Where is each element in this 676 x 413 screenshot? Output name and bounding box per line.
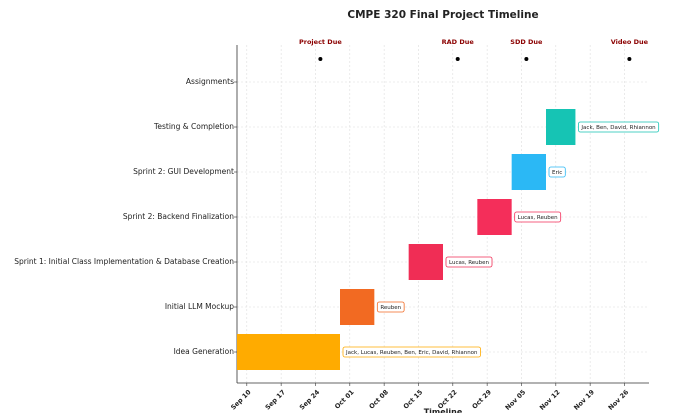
x-tick-label: Nov 26 [607,388,631,412]
task-label: Jack, Lucas, Reuben, Ben, Eric, David, R… [345,350,478,356]
milestone-label: Project Due [299,38,342,46]
y-tick-label: Testing & Completion [153,122,234,131]
x-tick-label: Sep 10 [229,388,253,412]
x-tick-label: Sep 24 [298,388,322,412]
x-tick-label: Nov 05 [504,388,528,412]
task-label: Lucas, Reuben [518,215,559,221]
y-tick-label: Idea Generation [174,347,235,356]
task-label-frame [514,211,562,223]
task-label-box: Eric [548,166,566,178]
y-tick-label: Sprint 2: GUI Development [133,167,234,176]
task-label-box: Reuben [376,301,405,313]
milestone [627,57,632,61]
task-label: Reuben [380,305,401,311]
task-label-box: Lucas, Reuben [445,256,493,268]
x-axis-label: Timeline [424,408,463,413]
x-tick-label: Oct 15 [402,388,425,411]
task-label-frame [548,166,566,178]
y-tick-label: Assignments [186,77,234,86]
milestone-label: SDD Due [510,38,543,46]
milestone-label: Video Due [611,38,649,46]
task-label: Lucas, Reuben [449,260,490,266]
x-tick-label: Oct 08 [367,388,390,411]
x-tick-label: Sep 17 [264,388,287,411]
x-tick-label: Nov 12 [538,388,562,412]
x-tick-label: Oct 01 [333,388,356,411]
milestone [455,57,460,61]
task-bar [408,244,443,280]
task-bar [511,154,546,190]
task-label-box: Jack, Ben, David, Rhiannon [578,121,660,133]
task-label-frame [376,301,405,313]
task-label-box: Lucas, Reuben [514,211,562,223]
y-tick-label: Sprint 1: Initial Class Implementation &… [14,257,234,266]
task-bar [237,334,340,370]
y-tick-label: Sprint 2: Backend Finalization [123,212,234,221]
task-bar [546,109,576,145]
milestone-label: RAD Due [442,38,475,46]
x-tick-label: Nov 19 [572,388,596,412]
task-label: Jack, Ben, David, Rhiannon [580,125,656,131]
task-bar [477,199,512,235]
task-label: Eric [552,170,562,176]
chart-title: CMPE 320 Final Project Timeline [347,9,538,21]
y-tick-label: Initial LLM Mockup [165,302,234,311]
task-label-frame [342,346,481,358]
task-bar [340,289,375,325]
milestone [318,57,323,61]
milestone [524,57,529,61]
task-label-box: Jack, Lucas, Reuben, Ben, Eric, David, R… [342,346,481,358]
task-label-frame [445,256,493,268]
x-tick-label: Oct 29 [470,388,493,411]
task-label-frame [578,121,660,133]
